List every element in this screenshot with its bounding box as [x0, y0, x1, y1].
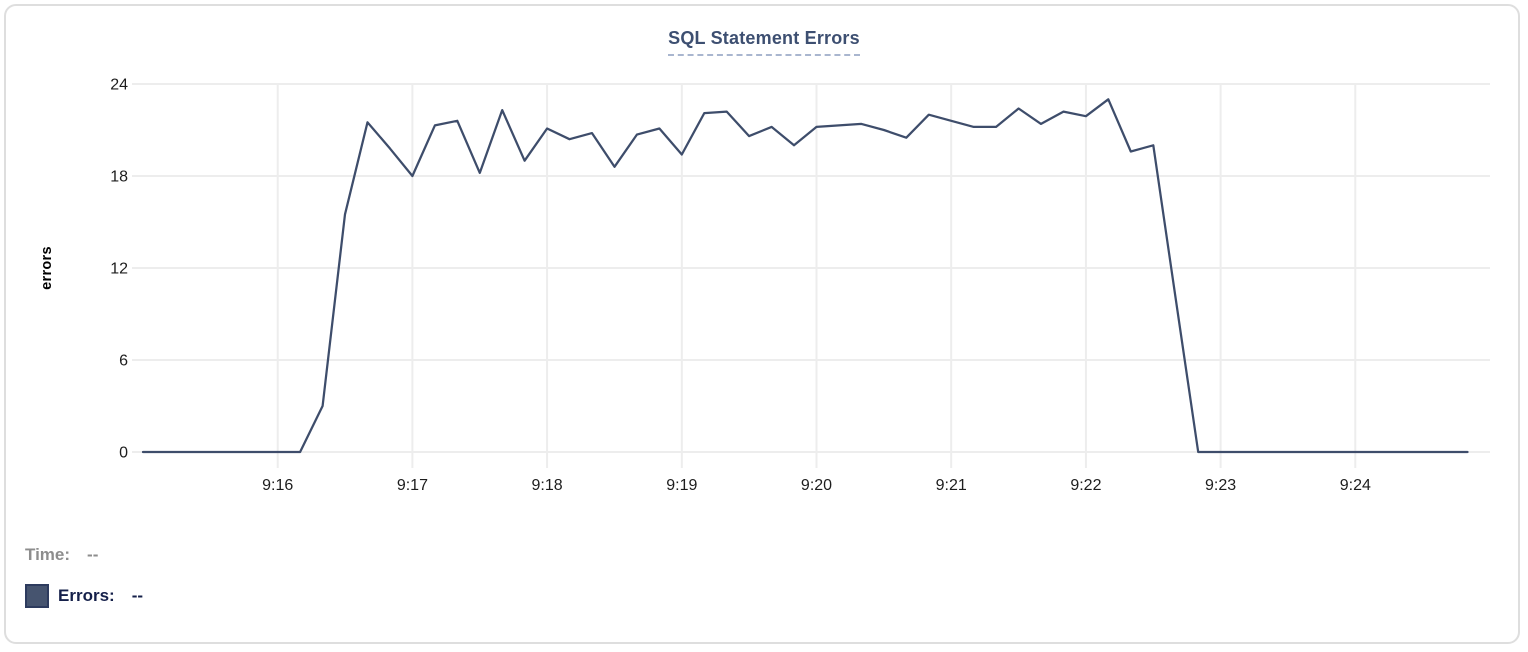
y-tick-label: 18 [110, 169, 128, 186]
tooltip-time-value: -- [87, 545, 99, 564]
y-tick-label: 24 [110, 77, 128, 94]
x-tick-label: 9:23 [1205, 477, 1236, 494]
x-tick-label: 9:22 [1070, 477, 1101, 494]
x-tick-label: 9:20 [801, 477, 832, 494]
x-tick-label: 9:17 [397, 477, 428, 494]
x-tick-label: 9:16 [262, 477, 293, 494]
errors-series-line [141, 98, 1469, 454]
x-tick-label: 9:19 [666, 477, 697, 494]
chart-title[interactable]: SQL Statement Errors [668, 28, 860, 56]
chart-title-wrap: SQL Statement Errors [0, 28, 1528, 56]
y-tick-label: 6 [119, 353, 128, 370]
y-tick-label: 0 [119, 445, 128, 462]
x-tick-label: 9:21 [936, 477, 967, 494]
legend-errors-label: Errors: [58, 586, 115, 605]
tooltip-time-label: Time: [25, 545, 71, 564]
tooltip-time-row: Time: -- [25, 545, 98, 565]
errors-series-swatch-icon [25, 584, 49, 608]
legend-errors-row: Errors: -- [25, 584, 143, 608]
x-tick-label: 9:24 [1340, 477, 1371, 494]
x-tick-label: 9:18 [532, 477, 563, 494]
chart-card [4, 4, 1520, 644]
errors-line-chart[interactable]: 0 6 12 18 24 9:16 9:17 9:18 9:19 9:20 9:21 9:22 9:23… [0, 0, 1528, 510]
tooltip-errors-value: -- [131, 586, 144, 605]
y-tick-label: 12 [110, 261, 128, 278]
